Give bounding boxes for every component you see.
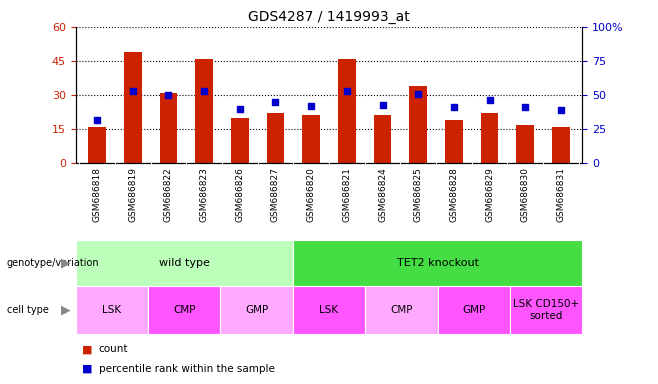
Text: GSM686827: GSM686827: [271, 167, 280, 222]
Text: GSM686829: GSM686829: [485, 167, 494, 222]
Text: ■: ■: [82, 344, 93, 354]
Bar: [480, 113, 499, 163]
Point: [484, 98, 495, 104]
Bar: [76, 286, 148, 334]
Text: GSM686822: GSM686822: [164, 167, 173, 222]
Bar: [365, 286, 438, 334]
Point: [128, 88, 138, 94]
Text: GSM686828: GSM686828: [449, 167, 459, 222]
Bar: [293, 286, 365, 334]
Text: GSM686818: GSM686818: [93, 167, 101, 222]
Bar: [76, 240, 293, 286]
Bar: [266, 113, 284, 163]
Bar: [438, 286, 510, 334]
Text: TET2 knockout: TET2 knockout: [397, 258, 478, 268]
Text: ▶: ▶: [61, 304, 70, 316]
Text: GMP: GMP: [245, 305, 268, 315]
Text: wild type: wild type: [159, 258, 210, 268]
Point: [270, 99, 281, 105]
Bar: [552, 127, 570, 163]
Point: [234, 106, 245, 112]
Bar: [88, 127, 106, 163]
Text: GSM686826: GSM686826: [236, 167, 244, 222]
Text: LSK: LSK: [319, 305, 339, 315]
Text: percentile rank within the sample: percentile rank within the sample: [99, 364, 274, 374]
Text: GSM686831: GSM686831: [557, 167, 565, 222]
Text: GSM686824: GSM686824: [378, 167, 387, 222]
Point: [520, 104, 530, 110]
Bar: [374, 116, 392, 163]
Text: GSM686819: GSM686819: [128, 167, 138, 222]
Text: ■: ■: [82, 364, 93, 374]
Point: [449, 104, 459, 110]
Point: [555, 107, 566, 113]
Bar: [231, 118, 249, 163]
Text: cell type: cell type: [7, 305, 49, 315]
Text: count: count: [99, 344, 128, 354]
Point: [92, 116, 103, 122]
Text: genotype/variation: genotype/variation: [7, 258, 99, 268]
Text: GSM686821: GSM686821: [342, 167, 351, 222]
Bar: [510, 286, 582, 334]
Point: [342, 88, 352, 94]
Bar: [195, 59, 213, 163]
Bar: [302, 116, 320, 163]
Title: GDS4287 / 1419993_at: GDS4287 / 1419993_at: [248, 10, 410, 25]
Text: GSM686825: GSM686825: [414, 167, 422, 222]
Bar: [338, 59, 356, 163]
Text: LSK CD150+
sorted: LSK CD150+ sorted: [513, 299, 579, 321]
Text: GMP: GMP: [462, 305, 486, 315]
Text: LSK: LSK: [102, 305, 122, 315]
Bar: [445, 120, 463, 163]
Text: GSM686820: GSM686820: [307, 167, 316, 222]
Text: ▶: ▶: [61, 257, 70, 270]
Bar: [124, 52, 141, 163]
Bar: [159, 93, 178, 163]
Point: [199, 88, 209, 94]
Point: [306, 103, 316, 109]
Text: GSM686830: GSM686830: [520, 167, 530, 222]
Text: CMP: CMP: [173, 305, 195, 315]
Bar: [293, 240, 582, 286]
Text: CMP: CMP: [390, 305, 413, 315]
Bar: [148, 286, 220, 334]
Bar: [220, 286, 293, 334]
Point: [377, 101, 388, 108]
Bar: [409, 86, 427, 163]
Point: [163, 92, 174, 98]
Bar: [517, 124, 534, 163]
Point: [413, 91, 424, 97]
Text: GSM686823: GSM686823: [199, 167, 209, 222]
